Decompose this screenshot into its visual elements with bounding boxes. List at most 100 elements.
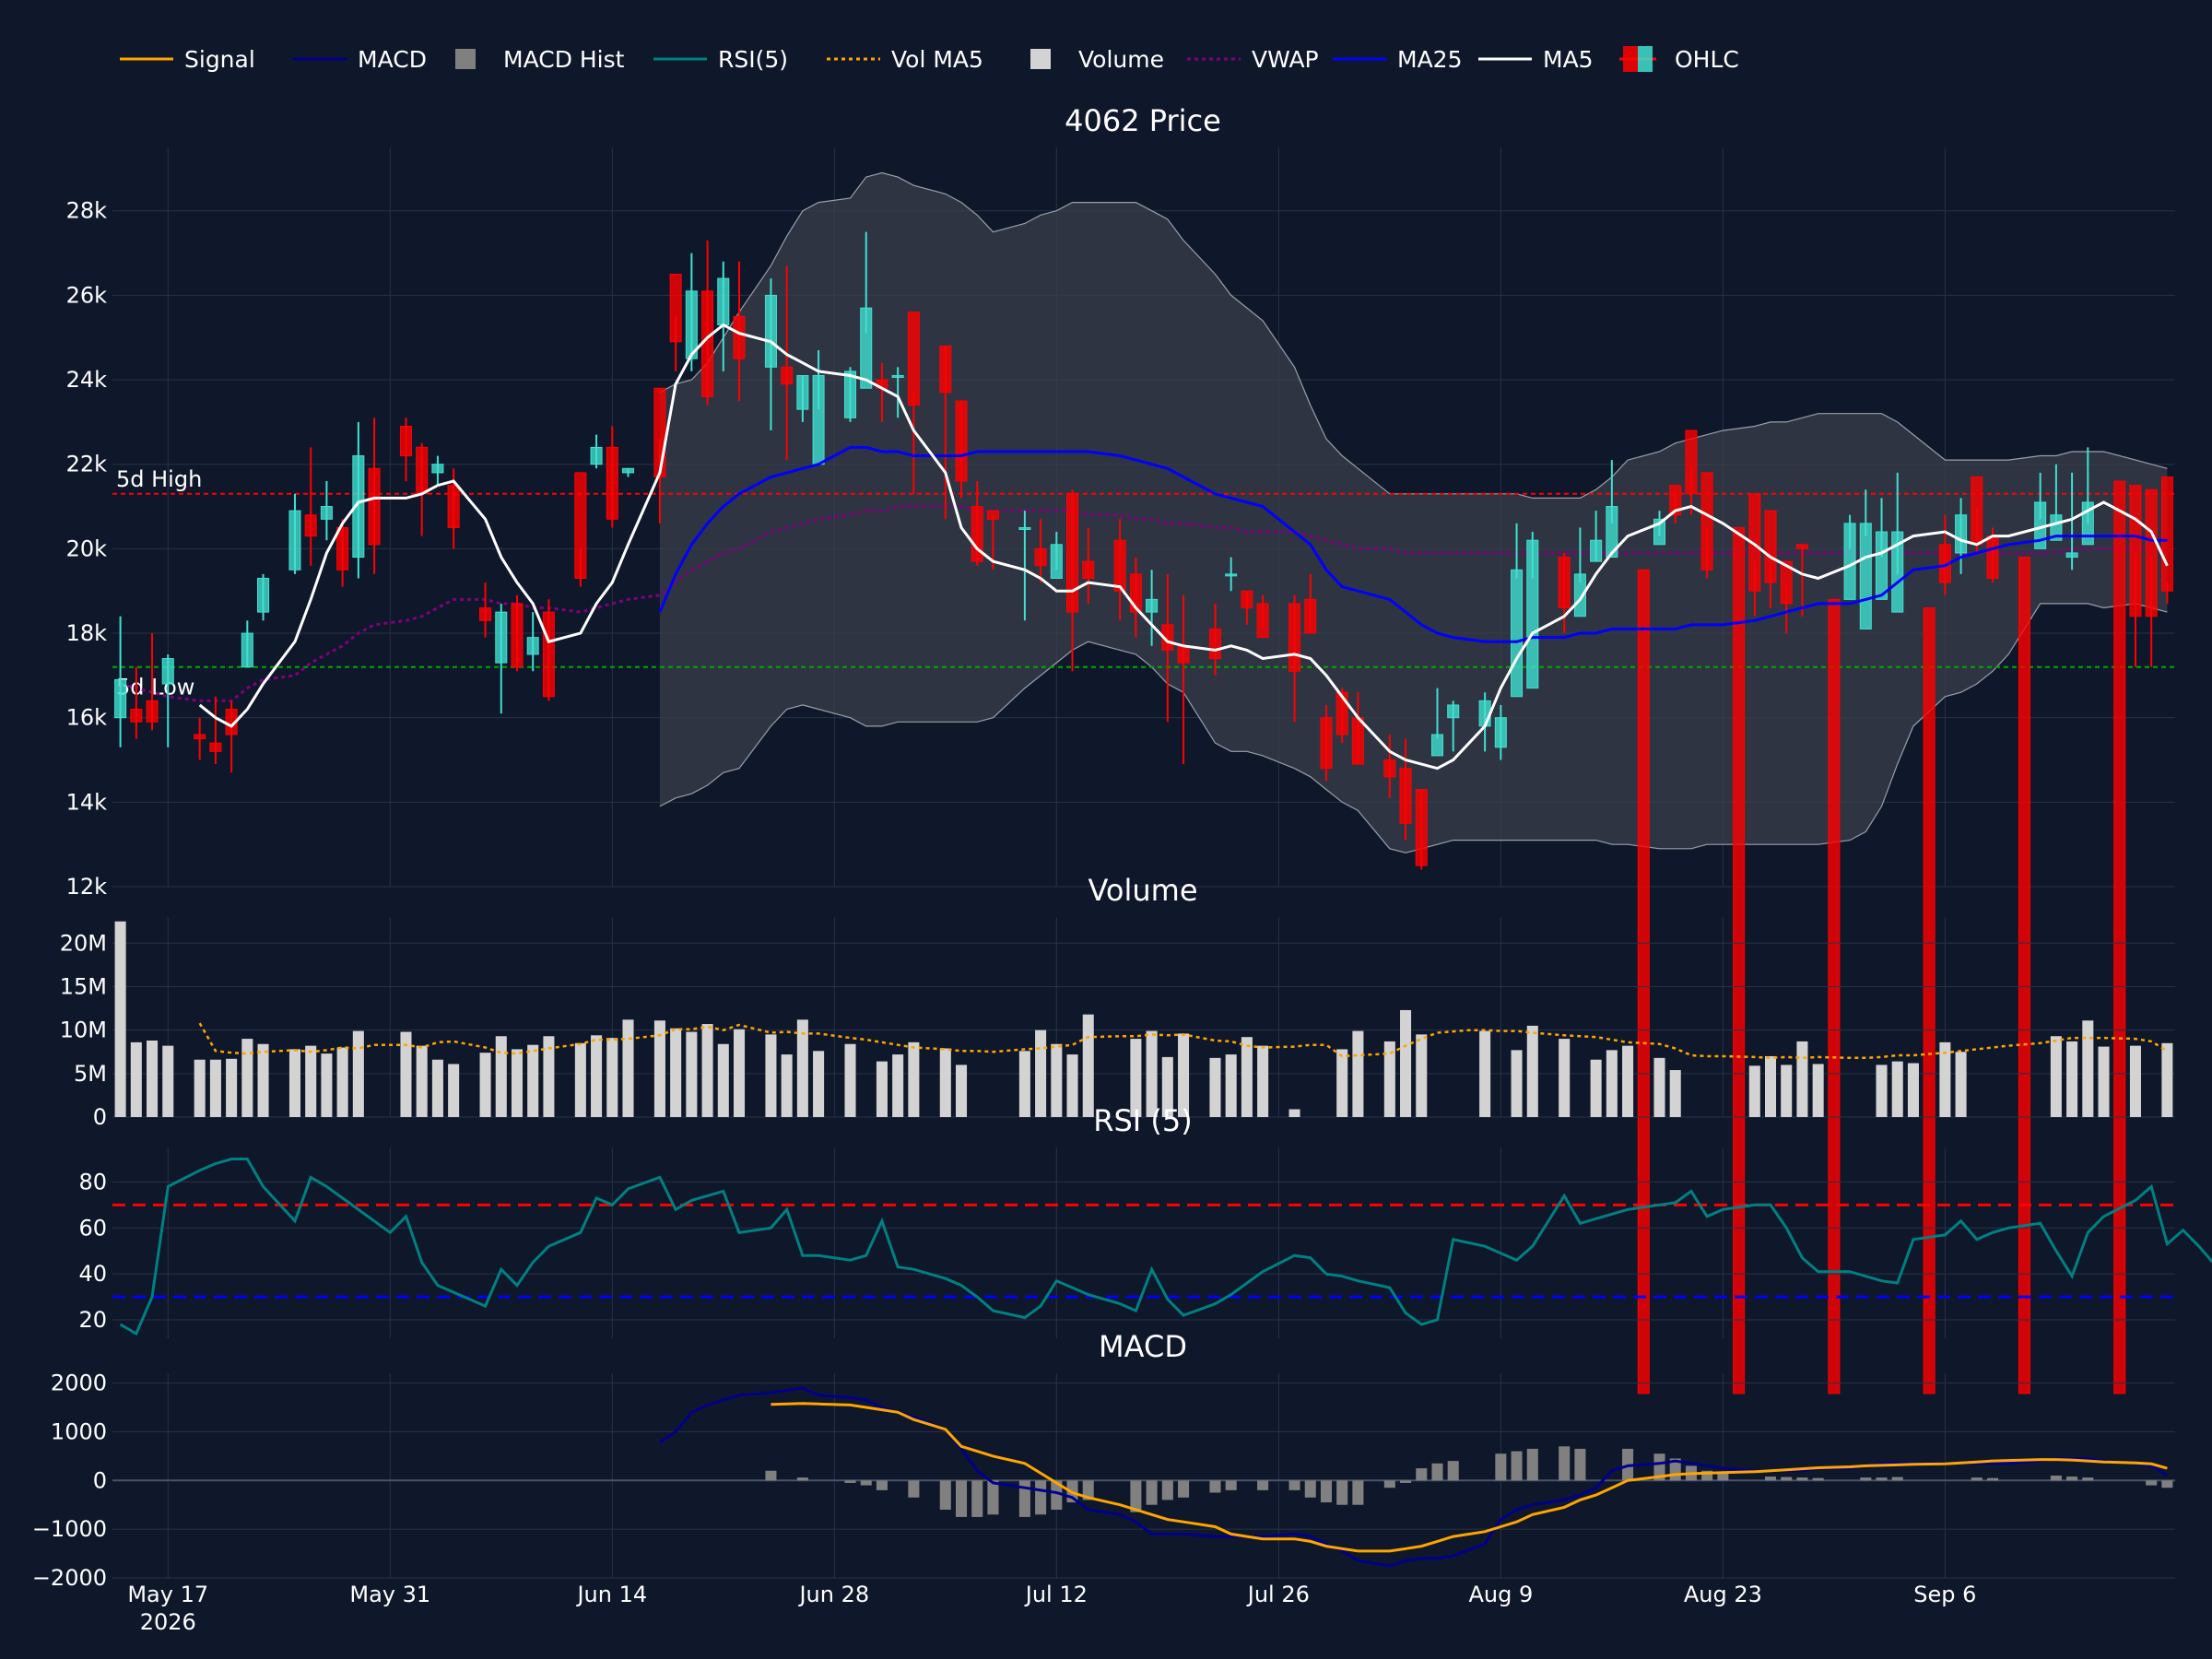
volume-bar <box>2082 1020 2094 1117</box>
candle <box>685 253 698 371</box>
candle-body <box>1875 531 1888 600</box>
y-tick-label: 16k <box>66 705 108 731</box>
candle <box>320 481 333 541</box>
legend-item[interactable]: RSI(5) <box>653 46 788 73</box>
macd-hist-bar <box>1130 1480 1142 1512</box>
candle-body <box>907 312 920 406</box>
panel-macd: −2000 −1000 0 1000 2000 MACD <box>32 1329 2175 1591</box>
candle <box>1526 532 1539 689</box>
volume-bar <box>2161 1042 2173 1117</box>
volume-bar <box>1146 1030 1158 1117</box>
legend-item[interactable]: Signal <box>120 46 255 73</box>
macd-hist-bar <box>1288 1480 1300 1490</box>
candle <box>1875 498 1888 600</box>
candle <box>1430 688 1444 757</box>
candle-body <box>2160 476 2173 592</box>
candle-body <box>1208 628 1221 660</box>
candle-body <box>1955 514 1968 554</box>
volume-bar <box>194 1059 206 1117</box>
candle-body <box>717 277 730 325</box>
legend-item[interactable]: Vol MA5 <box>827 46 983 73</box>
macd-hist-bar <box>955 1480 968 1517</box>
candle-body <box>764 294 777 368</box>
volume-bar <box>653 1020 665 1117</box>
volume-bar <box>1336 1049 1348 1117</box>
candle <box>860 231 873 389</box>
legend-item[interactable]: Volume <box>1030 46 1164 73</box>
panel-title: RSI (5) <box>1093 1103 1192 1138</box>
macd-hist-bar <box>1764 1477 1777 1481</box>
y-tick-label: 5M <box>74 1061 107 1087</box>
candle-body <box>1780 560 1793 605</box>
macd-hist-bar <box>844 1480 856 1483</box>
candle-body <box>320 506 333 520</box>
y-tick-label: 22k <box>66 452 108 477</box>
candle-body <box>1685 429 1698 495</box>
candle-body <box>542 611 555 698</box>
candle-body <box>209 742 222 752</box>
volume-bar <box>241 1039 253 1117</box>
volume-bar <box>400 1031 412 1117</box>
macd-hist-bar <box>1447 1461 1459 1481</box>
volume-bar <box>1416 1034 1428 1117</box>
volume-bar <box>1955 1052 1967 1117</box>
candle <box>1383 735 1396 798</box>
candle <box>2065 472 2078 571</box>
candle-body <box>431 464 444 474</box>
candle-body <box>1859 523 1872 629</box>
legend-swatch-candle-down <box>1623 46 1638 72</box>
macd-hist-bar <box>1336 1480 1348 1505</box>
volume-bar <box>2098 1046 2110 1117</box>
candle <box>2145 488 2158 667</box>
macd-hist-bar <box>1701 1470 1713 1481</box>
candle-body <box>1637 569 1650 1394</box>
candle <box>479 582 492 638</box>
candle-body <box>1256 603 1269 639</box>
panel-price: 12k 14k 16k 18k 20k 22k 24k 26k 28k 4062 Price 5d … <box>66 103 2175 1394</box>
x-tick-label: Aug 23 <box>1684 1582 1762 1607</box>
candle-body <box>399 425 413 457</box>
volume-bar <box>939 1048 951 1117</box>
volume-bar <box>574 1042 586 1117</box>
legend-label: MA25 <box>1397 46 1462 73</box>
candle <box>1256 594 1269 639</box>
candle-body <box>447 485 460 528</box>
candle <box>431 455 444 486</box>
legend-item[interactable]: VWAP <box>1187 46 1319 73</box>
macd-hist-bar <box>908 1480 920 1498</box>
candle-body <box>526 637 539 655</box>
y-tick-label: 14k <box>66 789 108 815</box>
candle-body <box>1320 717 1333 770</box>
candle <box>1669 485 1682 524</box>
macd-hist-bar <box>2146 1480 2158 1486</box>
volume-bar <box>813 1051 825 1117</box>
candle-body <box>860 307 873 389</box>
volume-bar <box>717 1043 729 1117</box>
volume-bar <box>1796 1041 1808 1117</box>
y-tick-label: 26k <box>66 282 108 308</box>
volume-bar <box>162 1045 174 1117</box>
legend-item[interactable]: OHLC <box>1619 46 1739 73</box>
legend-item[interactable]: MACD Hist <box>455 46 625 73</box>
legend[interactable]: Signal MACD MACD Hist RSI(5) Vol MA5 Volume VW… <box>120 46 1739 73</box>
legend-label: OHLC <box>1675 46 1739 73</box>
legend-item[interactable]: MA25 <box>1333 46 1462 73</box>
candle-body <box>621 467 635 474</box>
candle <box>1923 607 1936 1394</box>
macd-hist-bar <box>1971 1477 1983 1481</box>
candle-body <box>1700 472 1713 571</box>
candle <box>1241 590 1253 625</box>
x-tick-label: Jul 26 <box>1246 1582 1310 1607</box>
candle <box>336 519 349 587</box>
legend-item[interactable]: MACD <box>293 46 427 73</box>
volume-bar <box>955 1065 968 1117</box>
macd-hist-bar <box>796 1477 808 1481</box>
volume-bar <box>1891 1061 1903 1117</box>
legend-item[interactable]: MA5 <box>1478 46 1594 73</box>
y-tick-label: 80 <box>78 1169 107 1194</box>
candle-body <box>1050 544 1063 579</box>
x-tick-label: 2026 <box>140 1609 196 1635</box>
volume-bar <box>2066 1041 2078 1117</box>
x-tick-label: Aug 9 <box>1468 1582 1533 1607</box>
volume-bar <box>288 1049 301 1117</box>
